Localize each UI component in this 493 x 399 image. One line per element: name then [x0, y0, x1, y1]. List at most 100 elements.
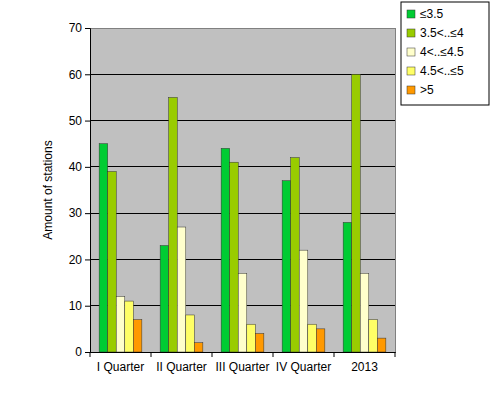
- tick-label: III Quarter: [215, 360, 269, 374]
- category-separators: [90, 352, 395, 357]
- tick: 10: [69, 299, 90, 313]
- legend-swatch: [407, 10, 415, 18]
- tick: 50: [69, 114, 90, 128]
- tick-mark: [85, 74, 90, 75]
- tick-label: 30: [69, 206, 83, 220]
- bar: [177, 227, 186, 352]
- legend-box: [401, 2, 489, 105]
- bar: [194, 343, 203, 352]
- axis-title: Amount of stations: [41, 140, 55, 239]
- tick-label: 60: [69, 68, 83, 82]
- tick-label: II Quarter: [156, 360, 207, 374]
- plot-background: [90, 28, 395, 352]
- legend-item: 3.5<..≤4: [407, 26, 464, 40]
- grid-line: [90, 166, 395, 167]
- tick-mark: [85, 259, 90, 260]
- separator: [334, 352, 335, 357]
- tick-mark: [85, 213, 90, 214]
- separator: [90, 352, 91, 357]
- tick-mark: [85, 167, 90, 168]
- tick-mark: [85, 28, 90, 29]
- bar: [247, 324, 256, 352]
- bar: [169, 97, 178, 352]
- tick: I Quarter: [97, 352, 144, 374]
- bar: [291, 158, 300, 352]
- tick-label: 10: [69, 299, 83, 313]
- bar: [255, 333, 264, 352]
- tick: 0: [75, 345, 90, 359]
- bars: [99, 74, 386, 352]
- bar: [377, 338, 386, 352]
- bar: [116, 296, 125, 352]
- legend-swatch: [407, 86, 415, 94]
- tick: 20: [69, 253, 90, 267]
- bar: [343, 222, 352, 352]
- legend-item: 4.5<..≤5: [407, 64, 464, 78]
- legend-swatch: [407, 67, 415, 75]
- legend-item: >5: [407, 83, 434, 97]
- x-axis: I Quarter II Quarter III Quarter IV Quarter…: [90, 352, 396, 374]
- tick: 40: [69, 160, 90, 174]
- legend-label: 4<..≤4.5: [420, 45, 464, 59]
- separator: [395, 352, 396, 357]
- tick: 70: [69, 21, 90, 35]
- bar: [282, 181, 291, 352]
- legend: ≤3.5 3.5<..≤4 4<..≤4.5 4.5<..≤5 >5: [401, 2, 489, 105]
- legend-label: 3.5<..≤4: [420, 26, 464, 40]
- tick: 2013: [351, 352, 378, 374]
- legend-label: >5: [420, 83, 434, 97]
- tick-mark: [85, 352, 90, 353]
- bar: [352, 74, 361, 352]
- tick-label: 40: [69, 160, 83, 174]
- tick: 30: [69, 206, 90, 220]
- legend-label: ≤3.5: [420, 7, 444, 21]
- bar: [133, 320, 142, 352]
- tick: III Quarter: [215, 352, 269, 374]
- tick-label: I Quarter: [97, 360, 144, 374]
- tick: IV Quarter: [276, 352, 331, 374]
- bar: [221, 148, 230, 352]
- bar: [299, 250, 308, 352]
- bar: [369, 320, 378, 352]
- chart: 0 10 20 30 40 50 60 70 I Quarter II Quarter III Qu…: [0, 0, 493, 399]
- separator: [151, 352, 152, 357]
- axis-line: [85, 29, 91, 353]
- legend-item: ≤3.5: [407, 7, 444, 21]
- tick-label: 20: [69, 253, 83, 267]
- bar: [186, 315, 195, 352]
- tick-label: 70: [69, 21, 83, 35]
- bar: [125, 301, 134, 352]
- grid-line: [90, 120, 395, 121]
- grid: [90, 28, 395, 352]
- bar: [316, 329, 325, 352]
- separator: [212, 352, 213, 357]
- grid-line: [90, 74, 395, 75]
- bar: [360, 273, 369, 352]
- tick-mark: [85, 121, 90, 122]
- bar: [238, 273, 247, 352]
- legend-swatch: [407, 48, 415, 56]
- bar-series: [125, 301, 378, 352]
- bar: [230, 162, 239, 352]
- axis-line: [91, 352, 396, 353]
- separator: [273, 352, 274, 357]
- tick: II Quarter: [156, 352, 207, 374]
- bar: [108, 171, 117, 352]
- bar: [308, 324, 317, 352]
- legend-item: 4<..≤4.5: [407, 45, 464, 59]
- plot-frame: [90, 28, 395, 352]
- bar: [160, 246, 169, 352]
- bar-series: [133, 320, 386, 352]
- tick: 60: [69, 68, 90, 82]
- tick-mark: [85, 306, 90, 307]
- tick-label: 2013: [351, 360, 378, 374]
- bar-series: [108, 74, 361, 352]
- bar-series: [99, 144, 352, 352]
- bar: [99, 144, 108, 352]
- plot: 0 10 20 30 40 50 60 70 I Quarter II Quarter III Qu…: [69, 21, 396, 373]
- legend-label: 4.5<..≤5: [420, 64, 464, 78]
- y-axis: 0 10 20 30 40 50 60 70: [69, 21, 91, 359]
- bar-series: [116, 227, 369, 352]
- tick-label: 0: [75, 345, 82, 359]
- tick-label: IV Quarter: [276, 360, 331, 374]
